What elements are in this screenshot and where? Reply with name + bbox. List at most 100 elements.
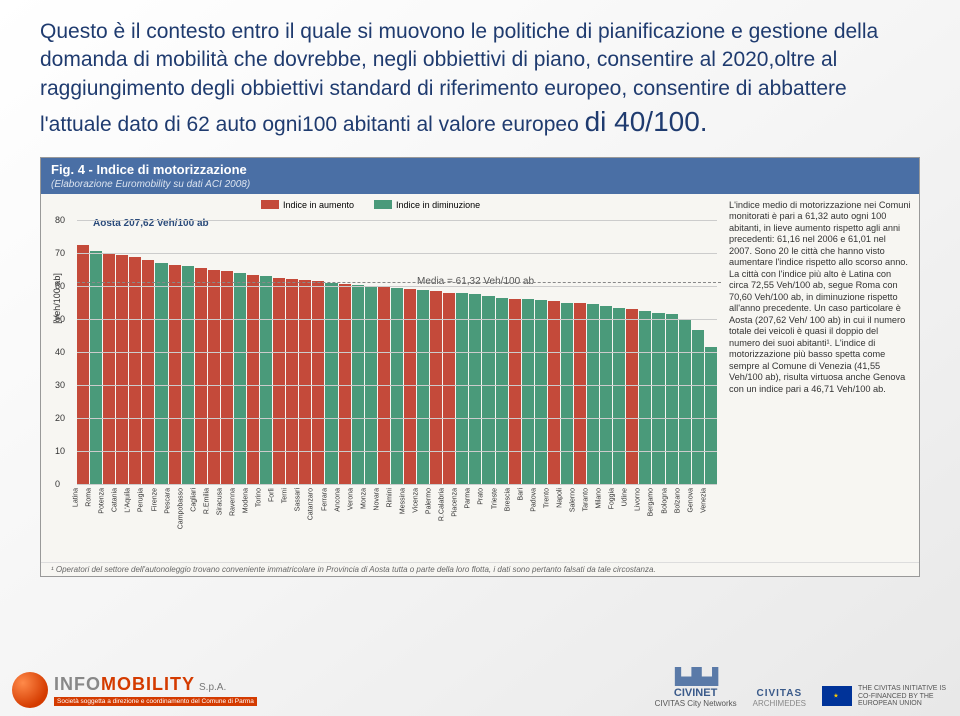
y-tick: 70 <box>55 248 65 258</box>
bar: Ravenna <box>234 273 246 484</box>
chart-title: Fig. 4 - Indice di motorizzazione <box>41 158 919 179</box>
bar: Bergamo <box>652 313 664 484</box>
logo-subtitle: Società soggetta a direzione e coordinam… <box>54 697 257 706</box>
bar-fill <box>679 319 691 484</box>
bar: Torino <box>260 276 272 484</box>
bar-city-label: Ferrara <box>321 488 328 511</box>
bar: Piacenza <box>456 293 468 483</box>
logo-spa: S.p.A. <box>199 682 226 693</box>
y-tick: 50 <box>55 314 65 324</box>
main-text-body: Questo è il contesto entro il quale si m… <box>40 20 878 136</box>
bar: Catania <box>116 255 128 484</box>
bar-city-label: Ancona <box>334 488 341 512</box>
bar-city-label: Rimini <box>386 488 393 507</box>
bar-city-label: Palermo <box>426 488 433 514</box>
bar-city-label: Sassari <box>295 488 302 511</box>
bar: Napoli <box>561 303 573 484</box>
y-tick: 40 <box>55 347 65 357</box>
bar-fill <box>535 300 547 484</box>
bar: Trieste <box>496 298 508 484</box>
bar: Ancona <box>339 284 351 484</box>
right-logos: ▙▟▙▟ CIVINET CIVITAS City Networks CIVIT… <box>655 667 948 708</box>
eu-logo: THE CIVITAS INITIATIVE IS CO-FINANCED BY… <box>822 685 948 708</box>
bar: Latina <box>77 245 89 484</box>
city-icons: ▙▟▙▟ <box>655 667 737 687</box>
civitas-arch: ARCHIMEDES <box>753 699 806 708</box>
y-tick: 80 <box>55 215 65 225</box>
bar: Taranto <box>587 304 599 484</box>
bar-plot: [Veh/100 ab] LatinaRomaPotenzaCataniaL'A… <box>77 204 717 484</box>
grid-line <box>77 319 717 320</box>
bar-city-label: Bolzano <box>674 488 681 513</box>
bar-city-label: Potenza <box>99 488 106 514</box>
bar-city-label: Forlì <box>269 488 276 502</box>
grid-line <box>77 385 717 386</box>
bar-fill <box>496 298 508 484</box>
bar: Udine <box>626 309 638 484</box>
bars-container: LatinaRomaPotenzaCataniaL'AquilaPerugiaF… <box>77 204 717 484</box>
bar: Terni <box>286 279 298 484</box>
bar-city-label: Monza <box>360 488 367 509</box>
bar: Padova <box>535 300 547 484</box>
bar-fill <box>129 257 141 484</box>
footer: INFOMOBILITYS.p.A. Società soggetta a di… <box>0 640 960 716</box>
eu-flag-icon <box>822 686 852 706</box>
bar-fill <box>312 281 324 484</box>
bar-city-label: Milano <box>596 488 603 509</box>
bar: Siracusa <box>221 271 233 483</box>
media-line <box>77 282 721 283</box>
bar-city-label: Verona <box>347 488 354 510</box>
infomobility-logo: INFOMOBILITYS.p.A. Società soggetta a di… <box>12 672 257 708</box>
grid-line <box>77 253 717 254</box>
bar-fill <box>652 313 664 484</box>
bar: Livorno <box>639 311 651 484</box>
bar-city-label: Latina <box>73 488 80 507</box>
grid-line <box>77 352 717 353</box>
chart-side-text: L'indice medio di motorizzazione nei Com… <box>721 194 919 562</box>
bar-fill <box>299 280 311 484</box>
bar: Bologna <box>666 314 678 484</box>
bar-fill <box>600 306 612 484</box>
bar-city-label: Vicenza <box>413 488 420 513</box>
bar: Ferrara <box>325 283 337 484</box>
bar-city-label: Taranto <box>583 488 590 511</box>
bar: Catanzaro <box>312 281 324 484</box>
bar-city-label: Pescara <box>164 488 171 514</box>
bar: Parma <box>469 294 481 483</box>
bar-city-label: Terni <box>282 488 289 503</box>
bar-fill <box>666 314 678 484</box>
bar: Bari <box>522 299 534 483</box>
chart-footnote: ¹ Operatori del settore dell'autonoleggi… <box>41 562 919 576</box>
bar-city-label: Padova <box>530 488 537 512</box>
bar-city-label: Trento <box>543 488 550 508</box>
bar-fill <box>286 279 298 484</box>
bar-fill <box>77 245 89 484</box>
y-tick: 30 <box>55 380 65 390</box>
grid-line <box>77 418 717 419</box>
bar-city-label: Brescia <box>504 488 511 511</box>
logo-text: INFOMOBILITYS.p.A. Società soggetta a di… <box>54 674 257 706</box>
bar-fill <box>469 294 481 483</box>
bar: L'Aquila <box>129 257 141 484</box>
bar-city-label: Udine <box>622 488 629 506</box>
bar-city-label: Siracusa <box>216 488 223 515</box>
bar-fill <box>273 278 285 484</box>
bar-city-label: Trieste <box>491 488 498 509</box>
bar-city-label: Piacenza <box>452 488 459 517</box>
bar-city-label: Livorno <box>635 488 642 511</box>
bar-fill <box>561 303 573 484</box>
bar-city-label: Ravenna <box>229 488 236 516</box>
bar-city-label: Perugia <box>138 488 145 512</box>
civinet-sub: CIVITAS City Networks <box>655 699 737 708</box>
bar: Venezia <box>705 347 717 484</box>
bar-city-label: R.Emilia <box>203 488 210 514</box>
civinet-title: CIVINET <box>655 687 737 699</box>
bar-fill <box>509 299 521 484</box>
bar-fill <box>443 293 455 484</box>
bar-city-label: Novara <box>373 488 380 511</box>
bar: R.Calabria <box>443 293 455 484</box>
bar: Bolzano <box>679 319 691 484</box>
bar-city-label: Parma <box>465 488 472 509</box>
chart-plot-area: Indice in aumentoIndice in diminuzione A… <box>41 194 721 562</box>
bar-fill <box>574 303 586 484</box>
